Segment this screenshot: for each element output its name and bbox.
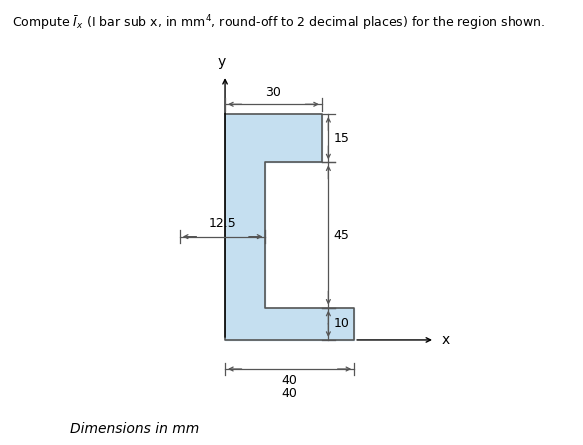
Text: 12.5: 12.5 [209,217,237,230]
Text: 40: 40 [282,387,297,400]
Text: 30: 30 [265,86,282,99]
Text: 45: 45 [333,229,349,242]
Text: 40: 40 [282,374,297,387]
Polygon shape [225,114,354,340]
Text: 10: 10 [333,317,349,330]
Text: 15: 15 [333,132,349,145]
Text: Compute $\bar{I}_x$ (I bar sub x, in mm$^4$, round-off to 2 decimal places) for : Compute $\bar{I}_x$ (I bar sub x, in mm$… [12,13,545,32]
Text: y: y [217,55,226,69]
Text: Dimensions in mm: Dimensions in mm [70,422,199,436]
Text: x: x [441,333,449,347]
